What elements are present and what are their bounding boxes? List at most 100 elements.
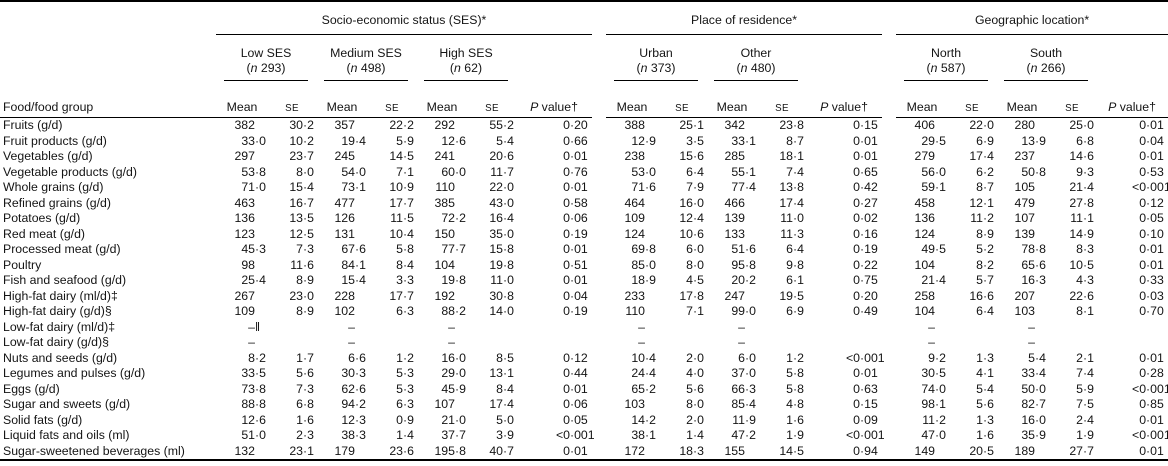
value-cell: 45·9 xyxy=(441,381,466,396)
value-cell: 12·5 xyxy=(289,226,314,241)
value-cell: 47·2 xyxy=(731,428,756,442)
food-label: Solid fats (g/d) xyxy=(3,412,83,427)
food-label: Poultry xyxy=(3,257,42,272)
food-label: Potatoes (g/d) xyxy=(3,211,81,225)
value-cell: 245 xyxy=(334,149,355,163)
value-cell: 17·4 xyxy=(969,149,994,163)
value-cell: 4·0 xyxy=(686,366,704,380)
value-cell: 0·05 xyxy=(1139,211,1164,225)
group-gap xyxy=(882,444,896,461)
value-cell: – xyxy=(448,335,455,349)
value-cell: 382 xyxy=(234,118,255,132)
value-cell: 102 xyxy=(334,304,355,318)
value-cell: 110 xyxy=(625,304,645,318)
value-cell: 124 xyxy=(914,226,936,241)
table-row: Whole grains (g/d) 71·0 15·4 73·1 10·9 110 22·… xyxy=(0,180,1168,196)
value-cell xyxy=(268,320,316,336)
value-cell: 103 xyxy=(624,397,645,411)
value-cell: 2·0 xyxy=(686,350,704,365)
value-cell: 11·7 xyxy=(490,164,514,179)
value-cell: 71·6 xyxy=(631,180,656,194)
value-cell: 62·6 xyxy=(341,381,366,396)
value-cell: 136 xyxy=(914,211,936,225)
value-cell: 0·76 xyxy=(563,164,588,179)
value-cell xyxy=(1096,335,1168,351)
value-cell: 6·4 xyxy=(786,242,804,256)
value-cell xyxy=(468,335,516,351)
value-cell: 17·4 xyxy=(779,195,804,210)
group-gap xyxy=(882,304,896,320)
value-cell: 82·7 xyxy=(1021,397,1046,411)
value-cell: 8·0 xyxy=(296,164,314,179)
value-cell: 29·5 xyxy=(921,133,946,148)
value-cell: 1·9 xyxy=(1076,428,1094,442)
value-cell: 88·8 xyxy=(241,397,266,411)
value-cell xyxy=(268,335,316,351)
value-cell: 5·3 xyxy=(396,366,414,380)
food-label: Refined grains (g/d) xyxy=(3,195,111,210)
value-cell: 53·8 xyxy=(241,164,266,179)
value-cell: 23·0 xyxy=(289,288,314,303)
value-cell: 0·01 xyxy=(1139,443,1164,458)
value-cell: 17·7 xyxy=(389,288,414,303)
subgroup-n: (n 498) xyxy=(346,60,386,75)
value-cell xyxy=(1048,335,1096,351)
pvalue-col-header: P value† xyxy=(1096,81,1168,118)
value-cell: 11·1 xyxy=(1070,211,1094,225)
subgroup-name: Medium SES xyxy=(330,46,402,60)
value-cell: 74·0 xyxy=(921,381,946,396)
table-row: High-fat dairy (g/d)§ 109 8·9 102 6·3 88·2 14·… xyxy=(0,304,1168,320)
subgroup-header: North (n 587) xyxy=(896,35,996,81)
food-label: Legumes and pulses (g/d) xyxy=(3,366,146,380)
subgroup-name: South xyxy=(1029,46,1063,60)
value-cell: 11·0 xyxy=(780,211,804,225)
value-cell: 0·01 xyxy=(563,149,588,163)
value-cell: 0·01 xyxy=(853,133,878,148)
value-cell xyxy=(758,320,806,336)
food-label: Processed meat (g/d) xyxy=(3,242,121,256)
value-cell: 14·0 xyxy=(489,304,514,318)
value-cell: 0·01 xyxy=(563,180,588,194)
group-gap xyxy=(882,289,896,305)
table-row: Legumes and pulses (g/d) 33·5 5·6 30·3 5·3 29… xyxy=(0,366,1168,382)
value-cell: 16·0 xyxy=(441,350,466,365)
subgroup-header: Urban (n 373) xyxy=(606,35,706,81)
value-cell: 99·0 xyxy=(731,304,756,318)
value-cell: 10·4 xyxy=(389,226,414,241)
table-row: Sugar and sweets (g/d) 88·8 6·8 94·2 6·3 107 1… xyxy=(0,397,1168,413)
value-cell: 5·9 xyxy=(1076,381,1094,396)
value-cell: 8·9 xyxy=(976,226,994,241)
value-cell: 0·19 xyxy=(853,242,878,256)
value-cell: 0·94 xyxy=(853,443,878,458)
value-cell: 8·0 xyxy=(686,397,704,411)
value-cell: 78·8 xyxy=(1021,242,1046,256)
value-cell: – xyxy=(928,319,936,334)
value-cell: 1·6 xyxy=(296,412,314,427)
value-cell: 292 xyxy=(434,118,455,132)
table-row: Solid fats (g/d) 12·6 1·6 12·3 0·9 21·0 5·0 0·0… xyxy=(0,413,1168,429)
value-cell: 12·1 xyxy=(969,195,994,210)
stub-blank xyxy=(0,35,216,82)
subgroup-name: Other xyxy=(740,46,772,60)
subgroup-n: (n 62) xyxy=(449,60,483,75)
group-gap xyxy=(882,242,896,258)
value-cell: 0·27 xyxy=(853,195,878,210)
group-gap xyxy=(882,413,896,429)
value-cell: – xyxy=(1028,319,1036,334)
mean-col-header: Mean xyxy=(316,81,368,118)
value-cell: 179 xyxy=(334,443,355,458)
subgroup-name: Urban xyxy=(639,46,673,60)
table-row: Poultry 98 11·6 84·1 8·4 104 19·8 0·51 85·0 8·0 95… xyxy=(0,258,1168,274)
value-cell: 7·1 xyxy=(686,304,704,318)
group-gap xyxy=(592,196,606,212)
value-cell: 2·1 xyxy=(1076,350,1094,365)
value-cell: 17·4 xyxy=(489,397,514,411)
value-cell: 0·01 xyxy=(853,149,878,163)
value-cell: 15·4 xyxy=(289,180,314,194)
value-cell: – xyxy=(248,335,255,349)
value-cell: 14·6 xyxy=(1069,149,1094,163)
value-cell: 22·0 xyxy=(489,180,514,194)
stub-header: Food/food group xyxy=(0,81,216,118)
value-cell: 7·9 xyxy=(686,180,704,194)
